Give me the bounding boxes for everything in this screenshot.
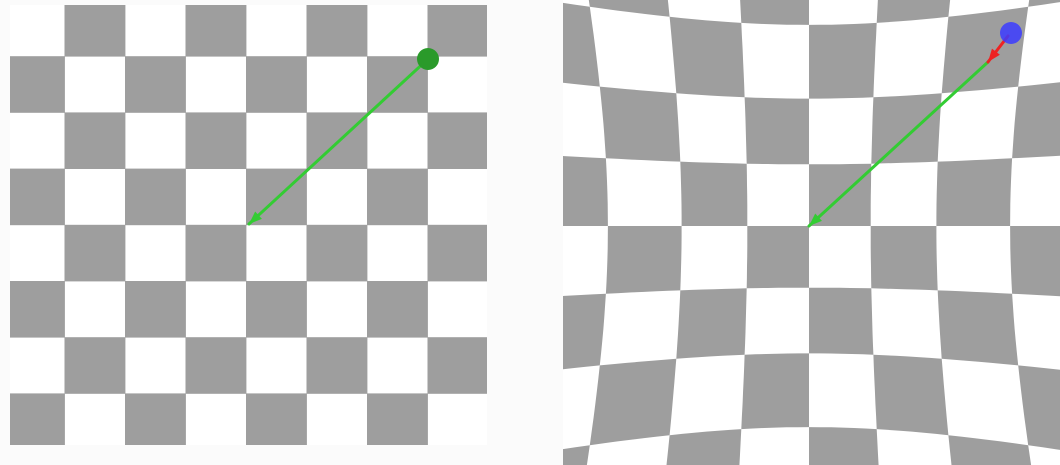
checker-square [427, 224, 487, 282]
distorted-checkerboard-panel [563, 0, 1060, 465]
checker-square [367, 56, 428, 113]
source-point-dot [417, 48, 439, 70]
checker-square [809, 427, 879, 465]
checker-square [599, 86, 681, 162]
checker-square [809, 287, 874, 355]
checker-square [427, 5, 487, 57]
checker-square [64, 224, 126, 282]
checker-square [125, 168, 186, 226]
checker-square [870, 226, 938, 291]
checker-square [306, 5, 368, 57]
checker-square [809, 22, 877, 99]
checker-square [563, 445, 590, 465]
checker-square [367, 168, 428, 226]
checker-square [676, 288, 747, 359]
checker-square [427, 337, 487, 394]
checker-square [246, 56, 307, 113]
displacement-vector-right-head [809, 213, 822, 226]
checker-square [125, 56, 186, 113]
checker-square [10, 56, 65, 113]
displacement-vector-right-shaft [807, 60, 990, 228]
checker-square [427, 112, 487, 169]
checker-square [871, 93, 942, 164]
checker-square [588, 0, 670, 17]
checker-square [937, 290, 1019, 366]
checker-square [941, 6, 1029, 94]
checker-square [306, 112, 368, 169]
checker-square [185, 5, 247, 57]
distortion-correction-vector-head [988, 48, 1000, 62]
checker-square [563, 2, 600, 87]
checker-square [1012, 82, 1060, 159]
checker-square [10, 281, 65, 338]
checker-square [246, 281, 307, 338]
checker-square [10, 168, 65, 226]
checker-square [125, 281, 186, 338]
checker-square [1010, 226, 1060, 297]
checker-square [246, 393, 307, 445]
checker-square [306, 337, 368, 394]
checker-square [605, 226, 682, 294]
checker-square [367, 393, 428, 445]
checker-square [10, 393, 65, 445]
checker-square [64, 112, 126, 169]
checker-square [744, 97, 809, 165]
checker-square [669, 16, 745, 98]
displacement-vector-left-head [249, 211, 262, 224]
displacement-vector-left [247, 57, 430, 226]
checker-square [741, 353, 809, 430]
checker-square [589, 358, 677, 446]
checker-square [1028, 0, 1060, 7]
checker-square [666, 429, 742, 465]
checker-square [185, 337, 247, 394]
checker-square [185, 224, 247, 282]
checker-square [876, 0, 951, 23]
checker-square [740, 0, 809, 25]
displacement-vector-right [807, 60, 990, 228]
checker-square [64, 337, 126, 394]
checker-square [563, 293, 606, 370]
checker-square [306, 224, 368, 282]
vector-overlays [247, 22, 1022, 228]
undistorted-checkerboard-panel [10, 5, 487, 445]
checker-square [936, 158, 1013, 226]
distorted-point-dot [1000, 22, 1022, 44]
checker-square [746, 226, 809, 289]
checker-square [873, 354, 949, 436]
checker-square [64, 5, 126, 57]
checker-square [367, 281, 428, 338]
checker-square [563, 156, 608, 226]
checker-square [1018, 365, 1060, 450]
displacement-vector-left-shaft [247, 57, 430, 226]
checker-square [185, 112, 247, 169]
checker-square [125, 393, 186, 445]
checker-square [948, 435, 1032, 465]
checker-square [680, 161, 748, 226]
